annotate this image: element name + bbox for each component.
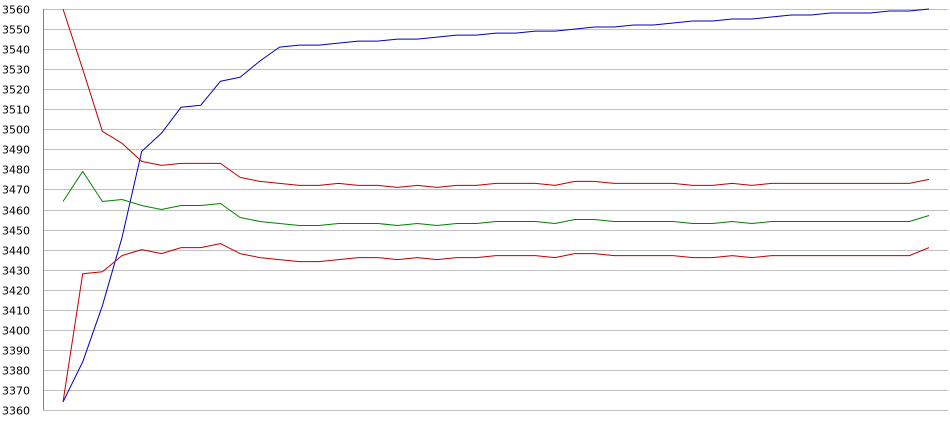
y-tick-label: 3540 bbox=[2, 44, 30, 57]
y-tick-label: 3510 bbox=[2, 104, 30, 117]
y-tick-label: 3550 bbox=[2, 24, 30, 37]
series-line-3 bbox=[62, 170, 930, 226]
series-lines bbox=[62, 8, 930, 403]
series-line-2 bbox=[62, 8, 930, 188]
y-tick-label: 3410 bbox=[2, 305, 30, 318]
y-tick-label: 3460 bbox=[2, 205, 30, 218]
series-line-1 bbox=[62, 8, 930, 403]
y-tick-label: 3500 bbox=[2, 124, 30, 137]
y-tick-label: 3420 bbox=[2, 285, 30, 298]
y-tick-label: 3440 bbox=[2, 245, 30, 258]
y-tick-label: 3390 bbox=[2, 345, 30, 358]
y-tick-label: 3480 bbox=[2, 164, 30, 177]
y-tick-label: 3520 bbox=[2, 84, 30, 97]
y-tick-label: 3360 bbox=[2, 405, 30, 418]
y-tick-label: 3400 bbox=[2, 325, 30, 338]
y-tick-label: 3530 bbox=[2, 64, 30, 77]
y-tick-label: 3560 bbox=[2, 4, 30, 17]
series-line-4 bbox=[62, 243, 930, 403]
gridlines bbox=[43, 9, 948, 411]
y-tick-label: 3370 bbox=[2, 385, 30, 398]
y-tick-label: 3430 bbox=[2, 265, 30, 278]
y-tick-label: 3490 bbox=[2, 144, 30, 157]
y-tick-label: 3470 bbox=[2, 184, 30, 197]
y-axis-tick-labels: 3360 3370 3380 3390 3400 3410 3420 3430 3440 3450… bbox=[2, 4, 30, 418]
y-tick-label: 3450 bbox=[2, 225, 30, 238]
y-tick-label: 3380 bbox=[2, 365, 30, 378]
